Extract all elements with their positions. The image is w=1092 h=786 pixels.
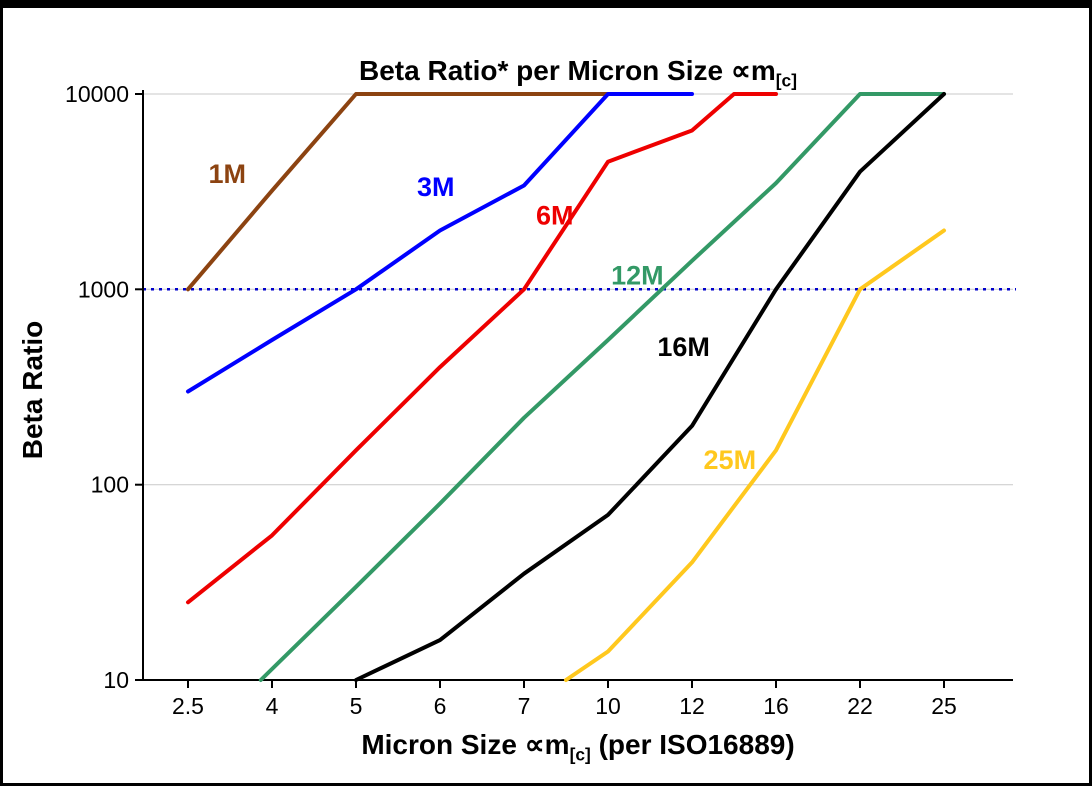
y-tick-label: 1000 bbox=[78, 276, 129, 302]
x-tick-label: 16 bbox=[763, 693, 789, 719]
chart-title-text: Beta Ratio* per Micron Size ∝m bbox=[359, 55, 776, 86]
series-line-3M bbox=[186, 92, 694, 394]
series-label-25M: 25M bbox=[704, 445, 757, 475]
x-axis-label: Micron Size ∝m[c] (per ISO16889) bbox=[143, 728, 1013, 766]
series-label-6M: 6M bbox=[536, 200, 574, 230]
x-tick-label: 5 bbox=[350, 693, 363, 719]
series-line-25M bbox=[564, 228, 946, 682]
x-tick-label: 4 bbox=[266, 693, 279, 719]
x-tick-label: 25 bbox=[931, 693, 957, 719]
x-axis-label-suffix: (per ISO16889) bbox=[590, 729, 795, 760]
series-label-1M: 1M bbox=[208, 159, 246, 189]
chart-canvas: 10 100 1000 10000 2.5 4 5 6 7 10 12 16 22 25 1M 3M 6M 12M… bbox=[65, 81, 1016, 719]
x-tick-label: 12 bbox=[679, 693, 705, 719]
x-tick-label: 7 bbox=[518, 693, 531, 719]
x-tick-label: 22 bbox=[847, 693, 873, 719]
series-line-16M bbox=[354, 92, 946, 682]
x-axis-label-text: Micron Size ∝m bbox=[361, 729, 570, 760]
series-label-3M: 3M bbox=[417, 172, 455, 202]
x-tick-label: 6 bbox=[434, 693, 447, 719]
chart-title: Beta Ratio* per Micron Size ∝m[c] bbox=[143, 54, 1013, 92]
x-axis-label-subscript: [c] bbox=[569, 744, 591, 765]
series-line-6M bbox=[186, 92, 778, 605]
y-axis-label-text: Beta Ratio bbox=[17, 320, 48, 460]
chart-title-subscript: [c] bbox=[775, 70, 797, 91]
series-line-12M bbox=[258, 92, 946, 682]
series-label-16M: 16M bbox=[657, 332, 710, 362]
y-tick-label: 10 bbox=[103, 667, 129, 693]
series-label-12M: 12M bbox=[611, 260, 664, 290]
y-axis-label: Beta Ratio bbox=[17, 321, 49, 459]
x-tick-label: 10 bbox=[595, 693, 621, 719]
series-line-1M bbox=[186, 92, 610, 292]
x-tick-label: 2.5 bbox=[172, 693, 204, 719]
y-tick-label: 10000 bbox=[65, 81, 129, 107]
y-tick-label: 100 bbox=[91, 472, 129, 498]
